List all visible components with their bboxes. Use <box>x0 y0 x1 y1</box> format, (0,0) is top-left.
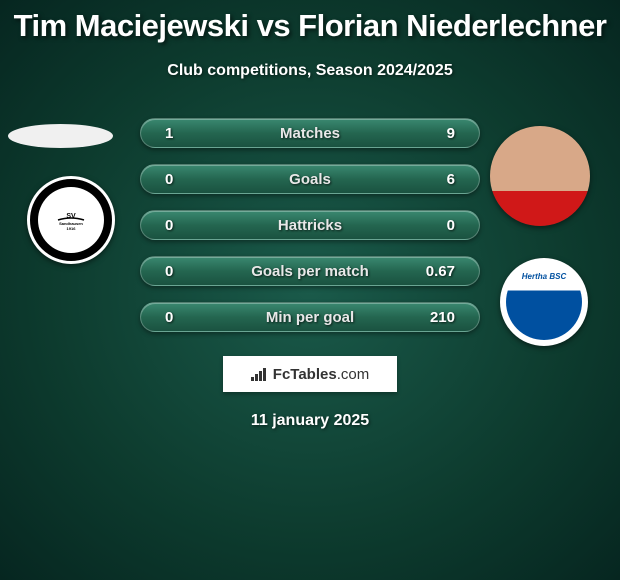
stat-pill-goals: 0 Goals 6 <box>140 164 480 194</box>
date-label: 11 january 2025 <box>0 412 620 430</box>
stat-pill-gpm: 0 Goals per match 0.67 <box>140 256 480 286</box>
stat-row: 0 Min per goal 210 <box>0 294 620 340</box>
stat-row: 1 Matches 9 <box>0 110 620 156</box>
stat-left-value: 1 <box>165 125 205 142</box>
stat-right-value: 6 <box>415 171 455 188</box>
stat-left-value: 0 <box>165 171 205 188</box>
branding-box: FcTables.com <box>223 356 397 392</box>
stats-container: 1 Matches 9 0 Goals 6 0 Hattricks 0 0 Go… <box>0 110 620 340</box>
stat-label: Goals <box>289 171 331 188</box>
stat-row: 0 Hattricks 0 <box>0 202 620 248</box>
stat-left-value: 0 <box>165 217 205 234</box>
stat-label: Min per goal <box>266 309 354 326</box>
stat-row: 0 Goals per match 0.67 <box>0 248 620 294</box>
brand-text: FcTables.com <box>273 366 369 383</box>
stat-pill-mpg: 0 Min per goal 210 <box>140 302 480 332</box>
stat-label: Hattricks <box>278 217 342 234</box>
stat-right-value: 0.67 <box>415 263 455 280</box>
stat-left-value: 0 <box>165 309 205 326</box>
page-title: Tim Maciejewski vs Florian Niederlechner <box>0 0 620 44</box>
subtitle: Club competitions, Season 2024/2025 <box>0 62 620 80</box>
stat-pill-hattricks: 0 Hattricks 0 <box>140 210 480 240</box>
stat-label: Matches <box>280 125 340 142</box>
stat-right-value: 0 <box>415 217 455 234</box>
stat-right-value: 9 <box>415 125 455 142</box>
stat-left-value: 0 <box>165 263 205 280</box>
stat-row: 0 Goals 6 <box>0 156 620 202</box>
stat-pill-matches: 1 Matches 9 <box>140 118 480 148</box>
stat-label: Goals per match <box>251 263 369 280</box>
stat-right-value: 210 <box>415 309 455 326</box>
chart-icon <box>251 367 269 381</box>
